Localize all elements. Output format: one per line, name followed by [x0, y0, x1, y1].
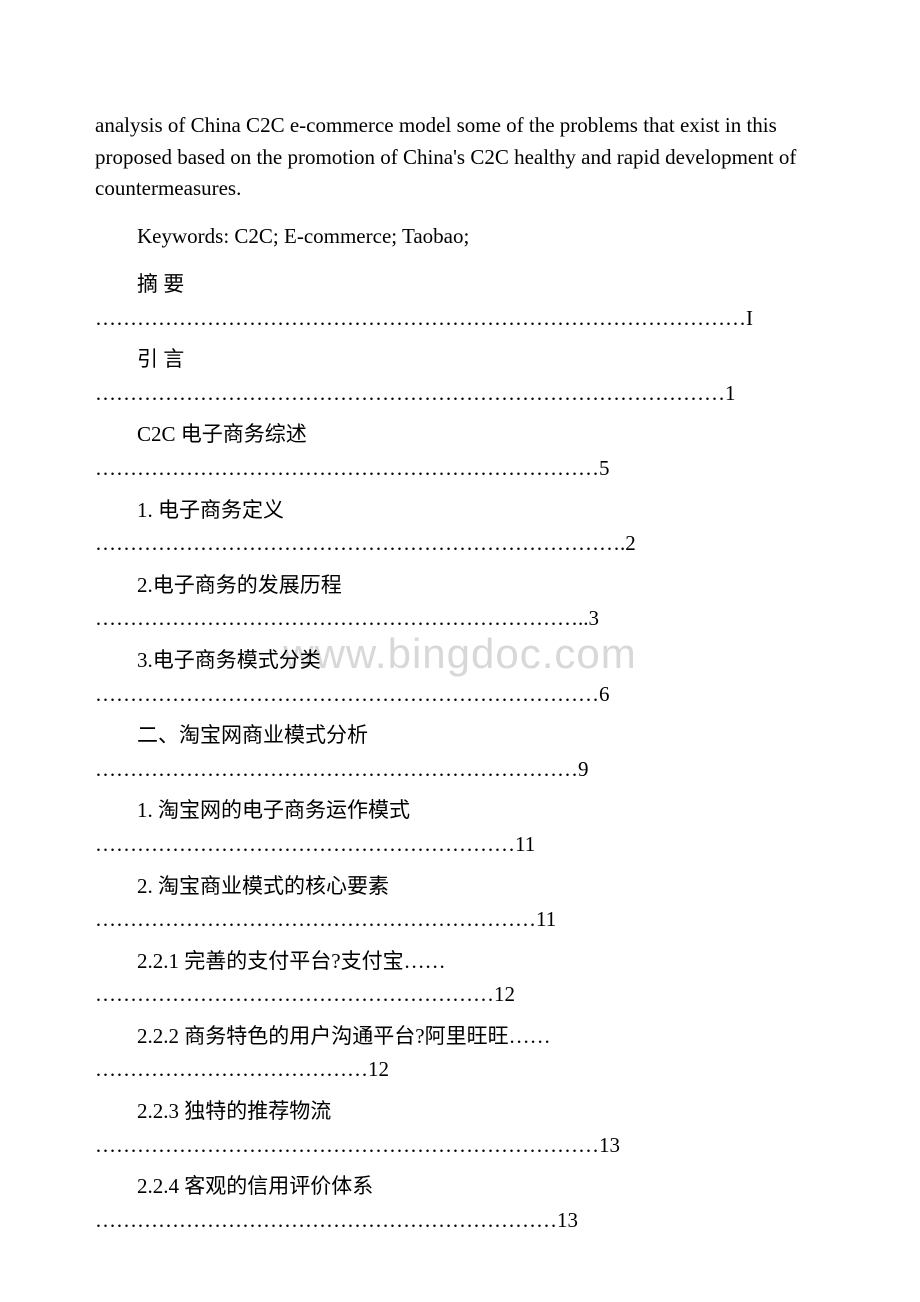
keywords-line: Keywords: C2C; E-commerce; Taobao; — [95, 221, 825, 253]
toc-dots: …………………………………12 — [95, 1053, 825, 1087]
toc-entry: 2.电子商务的发展历程 ……………………………………………………………..3 — [95, 569, 825, 636]
toc-title: 2.2.4 客观的信用评价体系 — [95, 1170, 825, 1204]
toc-title: 摘 要 — [95, 268, 825, 302]
toc-entry: 2. 淘宝商业模式的核心要素 ………………………………………………………11 — [95, 870, 825, 937]
toc-dots: …………………………………………………………13 — [95, 1204, 825, 1238]
toc-dots: ………………………………………………………………5 — [95, 452, 825, 486]
toc-dots: ………………………………………………………11 — [95, 903, 825, 937]
toc-entry: 3.电子商务模式分类 ………………………………………………………………6 — [95, 644, 825, 711]
toc-title: 2.2.3 独特的推荐物流 — [95, 1095, 825, 1129]
toc-entry: 2.2.1 完善的支付平台?支付宝…… …………………………………………………1… — [95, 945, 825, 1012]
toc-title: 2. 淘宝商业模式的核心要素 — [95, 870, 825, 904]
toc-entry: 1. 电子商务定义 ………………………………………………………………….2 — [95, 494, 825, 561]
abstract-paragraph: analysis of China C2C e-commerce model s… — [95, 110, 825, 205]
toc-dots: …………………………………………………12 — [95, 978, 825, 1012]
toc-dots: ………………………………………………………………6 — [95, 678, 825, 712]
page-content: analysis of China C2C e-commerce model s… — [95, 110, 825, 1237]
toc-dots: ………………………………………………………………13 — [95, 1129, 825, 1163]
toc-title: 引 言 — [95, 343, 825, 377]
toc-title: 二、淘宝网商业模式分析 — [95, 719, 825, 753]
toc-title: 2.2.1 完善的支付平台?支付宝…… — [95, 945, 825, 979]
toc-dots: …………………………………………………………………………………I — [95, 302, 825, 336]
toc-title: C2C 电子商务综述 — [95, 418, 825, 452]
toc-entry: 2.2.2 商务特色的用户沟通平台?阿里旺旺…… …………………………………12 — [95, 1020, 825, 1087]
toc-entry: 1. 淘宝网的电子商务运作模式 ……………………………………………………11 — [95, 794, 825, 861]
toc-title: 3.电子商务模式分类 — [95, 644, 825, 678]
toc-entry: 引 言 ………………………………………………………………………………1 — [95, 343, 825, 410]
toc-entry: 2.2.3 独特的推荐物流 ………………………………………………………………13 — [95, 1095, 825, 1162]
toc-dots: ……………………………………………………………..3 — [95, 602, 825, 636]
toc-title: 2.2.2 商务特色的用户沟通平台?阿里旺旺…… — [95, 1020, 825, 1054]
toc-entry: 二、淘宝网商业模式分析 ……………………………………………………………9 — [95, 719, 825, 786]
toc-dots: ……………………………………………………11 — [95, 828, 825, 862]
toc-dots: ………………………………………………………………….2 — [95, 527, 825, 561]
toc-dots: ………………………………………………………………………………1 — [95, 377, 825, 411]
toc-title: 2.电子商务的发展历程 — [95, 569, 825, 603]
toc-entry: 2.2.4 客观的信用评价体系 …………………………………………………………13 — [95, 1170, 825, 1237]
toc-entry: C2C 电子商务综述 ………………………………………………………………5 — [95, 418, 825, 485]
toc-title: 1. 淘宝网的电子商务运作模式 — [95, 794, 825, 828]
toc-entry: 摘 要 …………………………………………………………………………………I — [95, 268, 825, 335]
toc-title: 1. 电子商务定义 — [95, 494, 825, 528]
toc-dots: ……………………………………………………………9 — [95, 753, 825, 787]
